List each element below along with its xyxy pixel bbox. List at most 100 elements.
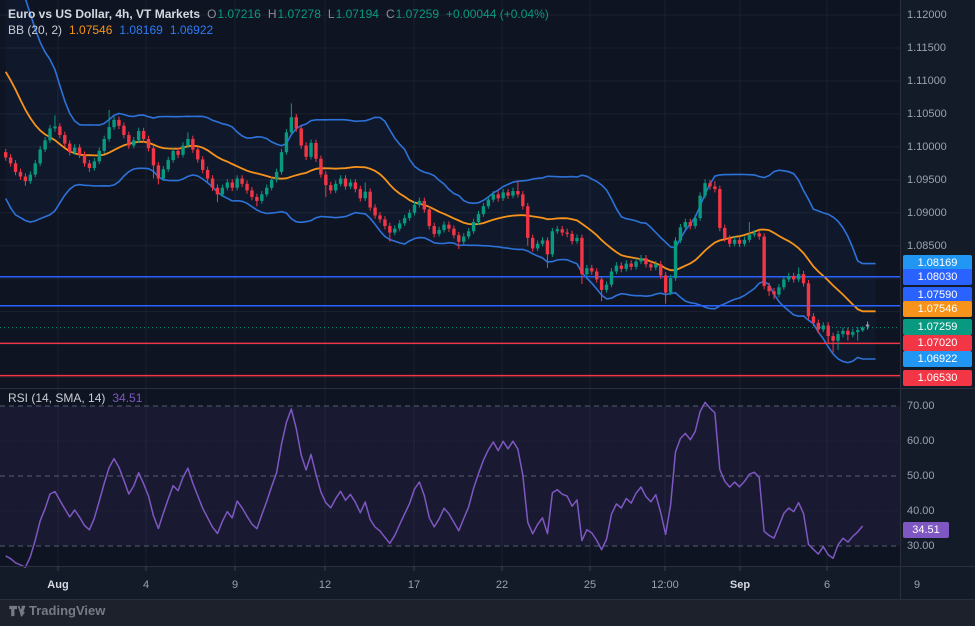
candle-body [260,194,264,201]
candle-body [496,194,500,199]
candle-body [329,185,333,191]
candle-body [816,322,821,330]
bb-lower-line [4,167,876,364]
candle-body [151,148,156,166]
candle-body [38,149,42,164]
candle-body [294,117,298,129]
candle-body [427,209,431,226]
candle-body [545,240,550,255]
candle-body [457,235,461,242]
candle-body [407,212,412,219]
candle-body [846,330,850,335]
candle-body [624,263,628,269]
candle-body [447,224,451,229]
price-axis-background[interactable] [900,0,975,599]
candle-body [215,187,220,195]
candle-body [166,160,170,170]
candle-body [811,316,816,323]
candle-body [801,274,806,284]
candle-body [614,265,619,272]
candle-body [417,200,422,205]
rsi-value: 34.51 [112,391,143,405]
candle-body [526,206,530,238]
candle-body [161,169,165,179]
candle-body [516,191,520,195]
tradingview-brand-link[interactable]: TradingView [29,603,106,618]
candle-body [466,231,471,237]
candle-body [383,219,387,226]
candle-body [698,195,702,219]
candle-body [619,265,624,269]
candle-body [48,128,52,141]
symbol-legend-row[interactable]: Euro vs US Dollar, 4h, VT Markets O 1.072… [8,7,549,21]
candle-body [604,284,609,290]
candle-body [343,178,348,187]
candle-body [18,171,23,177]
candle-body [393,228,397,233]
candle-body [659,264,663,276]
footer-background [0,599,975,626]
candle-body [727,238,732,244]
tradingview-logo-icon[interactable] [8,602,26,620]
candle-body [432,225,436,234]
candle-body [23,176,28,182]
candle-body [205,169,210,179]
candle-body [279,152,284,172]
candle-body [703,183,707,196]
candle-body [353,182,358,190]
candle-body [304,145,308,157]
candle-body [452,228,456,236]
candle-body [309,142,313,157]
candle-body [732,239,737,244]
candle-body [688,222,692,226]
candle-body [338,178,343,184]
candle-body [398,223,402,229]
candle-body [102,138,106,151]
candle-body [97,150,101,162]
candle-body [82,154,87,164]
bb-upper-value: 1.08169 [119,23,163,37]
candle-body [333,183,338,191]
candle-body [792,276,796,280]
candle-body [442,224,446,230]
rsi-line [5,401,864,568]
candle-body [348,182,353,187]
candle-body [471,222,476,232]
bb-legend-row[interactable]: BB (20, 2) 1.07546 1.08169 1.06922 [8,23,213,37]
candle-body [678,227,683,241]
candle-body [752,233,756,235]
candle-body [708,183,712,187]
time-axis-background[interactable] [0,566,900,599]
candle-body [186,138,190,146]
candle-body [230,182,234,188]
candle-body [191,138,195,150]
candle-body [314,142,318,159]
candle-body [757,233,761,237]
candle-body [77,147,82,155]
candle-body [609,271,614,285]
candle-body [663,275,668,293]
candle-body [718,189,722,228]
candle-body [171,150,175,161]
candle-body [58,126,62,136]
candle-body [4,152,8,158]
bb-lower-value: 1.06922 [169,23,214,37]
candle-body [136,131,141,141]
candle-body [92,161,97,168]
candle-body [289,117,294,133]
candle-body [693,218,697,226]
bb-label: BB (20, 2) [8,23,63,37]
candle-body [122,125,126,136]
candle-body [476,214,481,223]
candle-body [220,187,225,195]
candle-body [437,229,441,234]
candle-body [565,232,569,234]
candle-body [491,194,495,200]
rsi-legend-row[interactable]: RSI (14, SMA, 14) 34.51 [8,391,142,405]
candle-body [43,140,47,150]
candle-body [772,291,776,295]
candle-body [530,237,535,249]
candle-body [644,258,648,265]
